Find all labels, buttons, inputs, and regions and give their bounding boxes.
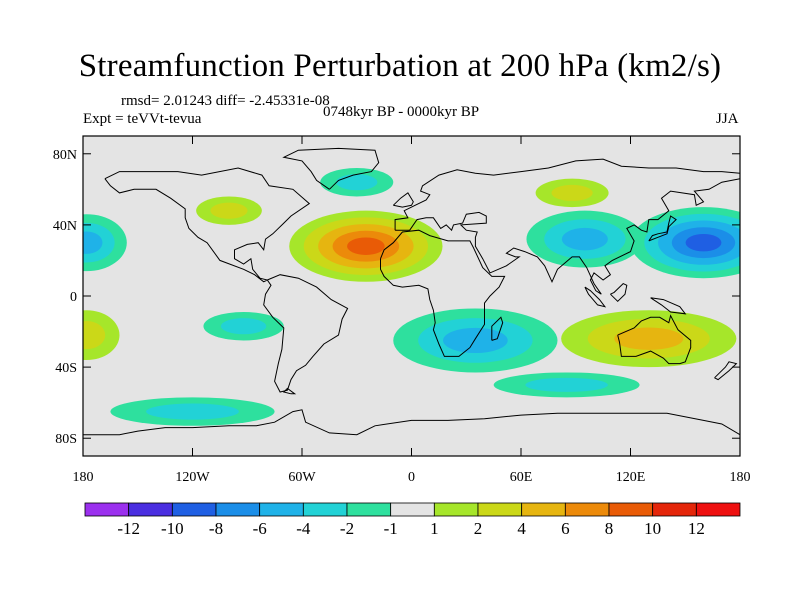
anomaly-feature xyxy=(535,178,609,208)
coastline xyxy=(263,274,349,393)
colorbar-label: -8 xyxy=(209,519,223,538)
coastline xyxy=(617,314,692,365)
colorbar-label: 2 xyxy=(474,519,483,538)
coastline xyxy=(282,387,297,395)
coastline xyxy=(395,178,740,295)
anomaly-feature xyxy=(526,210,644,268)
anomaly-feature xyxy=(630,207,740,279)
anomaly-contour xyxy=(551,184,593,201)
anomaly-contour xyxy=(561,227,608,251)
coastline xyxy=(610,283,628,302)
coastline xyxy=(650,297,687,315)
anomaly-feature xyxy=(83,214,127,272)
anomaly-feature xyxy=(393,308,558,373)
coastline xyxy=(83,409,740,436)
lon-tick-label: 0 xyxy=(408,470,415,485)
anomaly-contour xyxy=(83,231,103,254)
lon-tick-label: 180 xyxy=(73,470,94,485)
period-label: 0748kyr BP - 0000kyr BP xyxy=(323,104,480,120)
colorbar-label: -10 xyxy=(161,519,184,538)
coastline xyxy=(282,147,380,190)
colorbar-swatch xyxy=(346,502,392,517)
coastline xyxy=(648,215,677,242)
anomaly-feature xyxy=(493,372,640,398)
anomaly-contour xyxy=(210,202,248,219)
coastline xyxy=(392,192,414,208)
anomaly-contour xyxy=(83,321,106,350)
anomaly-feature xyxy=(320,168,394,197)
anomaly-contour xyxy=(347,237,385,255)
stats-text: rmsd= 2.01243 diff= -2.45331e-08 xyxy=(121,93,330,109)
anomaly-contour xyxy=(685,233,722,252)
coastline xyxy=(394,158,740,231)
anomaly-feature xyxy=(289,210,443,282)
colorbar-swatch xyxy=(215,502,261,517)
colorbar-label: -1 xyxy=(384,519,398,538)
colorbar-label: -2 xyxy=(340,519,354,538)
season-label: JJA xyxy=(716,111,739,127)
colorbar-label: -4 xyxy=(296,519,311,538)
colorbar-swatch xyxy=(128,502,173,517)
colorbar-label: -12 xyxy=(117,519,140,538)
lon-tick-label: 180 xyxy=(730,470,751,485)
colorbar-swatch xyxy=(171,502,217,517)
anomaly-contour xyxy=(443,327,508,354)
anomaly-feature xyxy=(196,196,262,225)
colorbar-swatch xyxy=(433,502,479,517)
colorbar-label: 6 xyxy=(561,519,570,538)
coastlines xyxy=(83,147,740,436)
experiment-label: Expt = teVVt-tevua xyxy=(83,111,202,127)
colorbar-swatch xyxy=(302,502,348,517)
anomaly-shading xyxy=(83,168,740,426)
coastline xyxy=(714,361,738,381)
lon-tick-label: 60E xyxy=(510,470,533,485)
colorbar-swatch xyxy=(608,502,654,517)
colorbar-swatch xyxy=(564,502,610,517)
coastline xyxy=(584,286,607,308)
lat-tick-label: 40S xyxy=(55,361,77,376)
anomaly-contour xyxy=(525,377,608,392)
lon-tick-label: 120W xyxy=(175,470,210,485)
coastline xyxy=(380,229,506,357)
colorbar-swatch xyxy=(521,502,566,517)
lat-tick-label: 40N xyxy=(53,219,77,234)
coastline xyxy=(491,316,504,341)
map-panel xyxy=(83,136,740,456)
lat-tick-label: 0 xyxy=(70,290,77,305)
lon-tick-label: 120E xyxy=(616,470,646,485)
anomaly-feature xyxy=(561,310,737,368)
colorbar-swatch xyxy=(84,502,130,517)
colorbar-label: 8 xyxy=(605,519,614,538)
colorbar: -12 -10 -8 -6 -4 -2 -1 1 2 4 6 8 10 12 xyxy=(84,502,741,538)
colorbar-label: 1 xyxy=(430,519,439,538)
anomaly-feature xyxy=(203,312,284,341)
colorbar-swatch xyxy=(695,502,741,517)
anomaly-contour xyxy=(220,318,267,335)
colorbar-swatch xyxy=(477,502,523,517)
colorbar-label: 4 xyxy=(517,519,526,538)
lon-tick-label: 60W xyxy=(288,470,316,485)
colorbar-swatch xyxy=(259,502,304,517)
coastline xyxy=(104,167,311,283)
anomaly-contour xyxy=(336,174,378,191)
anomaly-feature xyxy=(110,397,275,426)
colorbar-label: -6 xyxy=(253,519,267,538)
anomaly-feature xyxy=(83,310,120,360)
colorbar-label: 10 xyxy=(644,519,661,538)
colorbar-swatch xyxy=(652,502,697,517)
anomaly-contour xyxy=(146,403,239,420)
colorbar-swatch xyxy=(390,502,435,517)
lat-tick-label: 80S xyxy=(55,432,77,447)
chart-title: Streamfunction Perturbation at 200 hPa (… xyxy=(78,48,722,84)
anomaly-contour xyxy=(614,327,684,350)
lat-tick-label: 80N xyxy=(53,148,77,163)
colorbar-label: 12 xyxy=(688,519,705,538)
map-ticks: 80N 40N 0 40S 80S 180 120W 60W 0 60E 120E 180 xyxy=(53,136,751,485)
